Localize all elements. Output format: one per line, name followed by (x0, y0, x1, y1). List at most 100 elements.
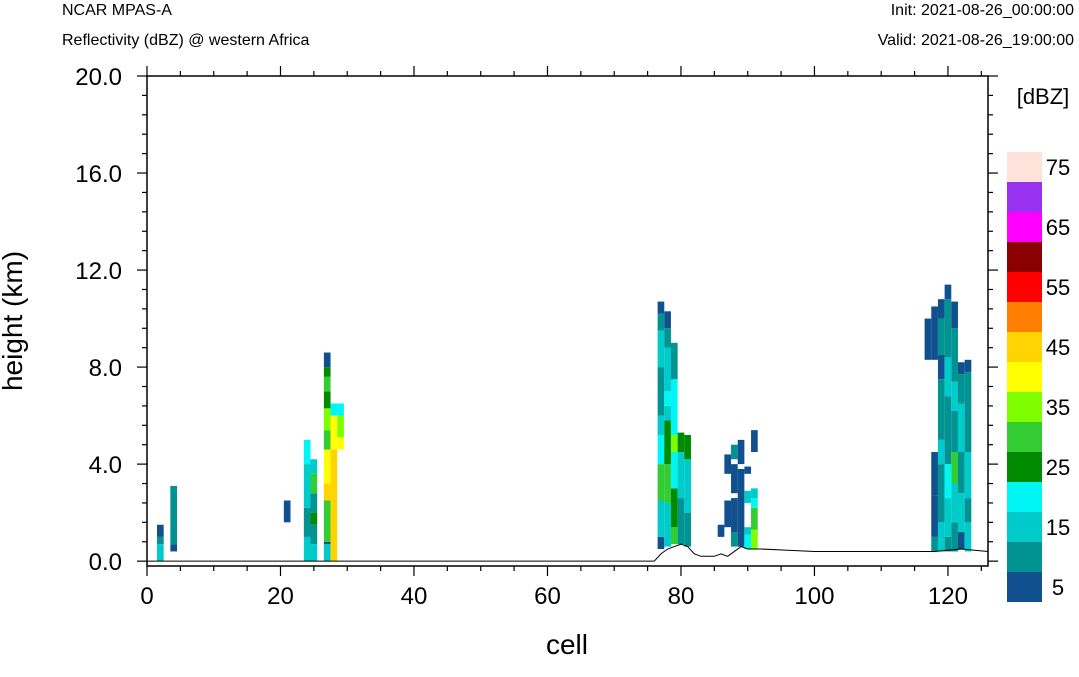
x-tick-label: 60 (534, 583, 561, 610)
colorbar-label: 45 (1046, 335, 1070, 360)
reflectivity-cell (283, 500, 291, 523)
reflectivity-cell (944, 498, 952, 537)
reflectivity-cell (931, 495, 938, 537)
colorbar-swatch (1007, 512, 1042, 542)
reflectivity-cell (951, 328, 958, 382)
y-tick-label: 0.0 (89, 549, 122, 576)
reflectivity-cell (964, 451, 972, 499)
reflectivity-cell (323, 367, 331, 377)
reflectivity-cell (751, 488, 758, 499)
reflectivity-cell (937, 379, 945, 440)
reflectivity-cell (657, 500, 665, 537)
reflectivity-cell (684, 459, 691, 513)
reflectivity-cell (731, 498, 738, 533)
reflectivity-cell (937, 354, 945, 380)
reflectivity-cell (931, 306, 938, 360)
reflectivity-cell (664, 328, 671, 348)
reflectivity-cell (937, 464, 945, 523)
reflectivity-cells (157, 284, 972, 562)
reflectivity-cell (724, 500, 732, 528)
reflectivity-cell (951, 301, 958, 329)
reflectivity-cell (677, 498, 685, 545)
reflectivity-cell (310, 524, 318, 545)
colorbar-label: 15 (1046, 515, 1070, 540)
reflectivity-cell (310, 459, 318, 474)
reflectivity-cell (937, 439, 945, 465)
reflectivity-cell (951, 451, 958, 484)
terrain-outline (147, 543, 989, 562)
reflectivity-cell (964, 359, 972, 372)
reflectivity-cell (330, 415, 338, 450)
reflectivity-cell (944, 536, 952, 552)
reflectivity-cell (657, 313, 665, 331)
reflectivity-cell (157, 524, 164, 537)
reflectivity-cell (170, 544, 178, 552)
colorbar-label: 25 (1046, 455, 1070, 480)
reflectivity-cell (737, 439, 745, 465)
x-tick-label: 100 (794, 583, 834, 610)
reflectivity-cell (310, 473, 318, 494)
reflectivity-cell (657, 301, 665, 314)
reflectivity-cell (724, 454, 732, 474)
reflectivity-cell (731, 464, 738, 494)
colorbar-swatch (1007, 242, 1042, 272)
reflectivity-cell (684, 512, 691, 547)
x-tick-label: 80 (668, 583, 695, 610)
reflectivity-cell (323, 544, 331, 562)
header-valid-time: Valid: 2021-08-26_19:00:00 (878, 32, 1074, 49)
reflectivity-cell (717, 524, 725, 537)
reflectivity-cell (944, 299, 952, 358)
reflectivity-cell (670, 379, 678, 436)
reflectivity-cell (677, 432, 685, 452)
reflectivity-cell (737, 468, 745, 501)
reflectivity-cell (937, 522, 945, 552)
x-tick-label: 120 (928, 583, 968, 610)
reflectivity-cell (657, 330, 665, 368)
reflectivity-cell (957, 451, 965, 494)
reflectivity-cell (664, 502, 671, 547)
reflectivity-cell (944, 396, 952, 436)
colorbar-swatch (1007, 392, 1042, 422)
reflectivity-cell (664, 420, 671, 465)
reflectivity-cell (677, 451, 685, 499)
colorbar-swatch (1007, 332, 1042, 362)
reflectivity-cell (323, 541, 331, 545)
reflectivity-cell (303, 464, 311, 508)
reflectivity-cell (964, 371, 972, 402)
reflectivity-cell (931, 536, 938, 552)
reflectivity-cell (664, 464, 671, 503)
colorbar-label: 55 (1046, 275, 1070, 300)
reflectivity-cell (944, 284, 952, 300)
reflectivity-cell (323, 449, 331, 484)
colorbar-label: 65 (1046, 215, 1070, 240)
header-init-time: Init: 2021-08-26_00:00:00 (891, 2, 1074, 19)
y-axis: 0.0 4.0 8.0 12.0 16.0 20.0 (75, 64, 998, 576)
colorbar-swatch (1007, 362, 1042, 392)
reflectivity-cell (670, 451, 678, 489)
reflectivity-cell (737, 532, 745, 547)
reflectivity-cell (937, 299, 945, 319)
colorbar: 5 15 25 35 45 55 65 75 (1007, 152, 1070, 602)
reflectivity-cell (657, 367, 665, 416)
reflectivity-cell (657, 415, 665, 436)
reflectivity-cell (924, 318, 932, 360)
reflectivity-cell (957, 403, 965, 452)
reflectivity-cell (657, 464, 665, 501)
reflectivity-cell (944, 464, 952, 499)
x-tick-label: 20 (267, 583, 294, 610)
reflectivity-cell (670, 527, 678, 545)
reflectivity-cell (951, 381, 958, 411)
y-tick-label: 16.0 (75, 161, 122, 188)
reflectivity-cell (964, 522, 972, 552)
reflectivity-cell (170, 485, 178, 545)
reflectivity-cell (957, 532, 965, 550)
y-axis-title: height (km) (0, 251, 28, 391)
reflectivity-cell (310, 544, 318, 562)
reflectivity-cell (323, 483, 331, 501)
reflectivity-cell (944, 357, 952, 397)
colorbar-swatch (1007, 152, 1042, 182)
x-axis: 0 20 40 60 80 100 120 (140, 66, 982, 610)
reflectivity-cell (744, 466, 752, 474)
reflectivity-cell (731, 444, 738, 460)
reflectivity-cell (951, 410, 958, 452)
